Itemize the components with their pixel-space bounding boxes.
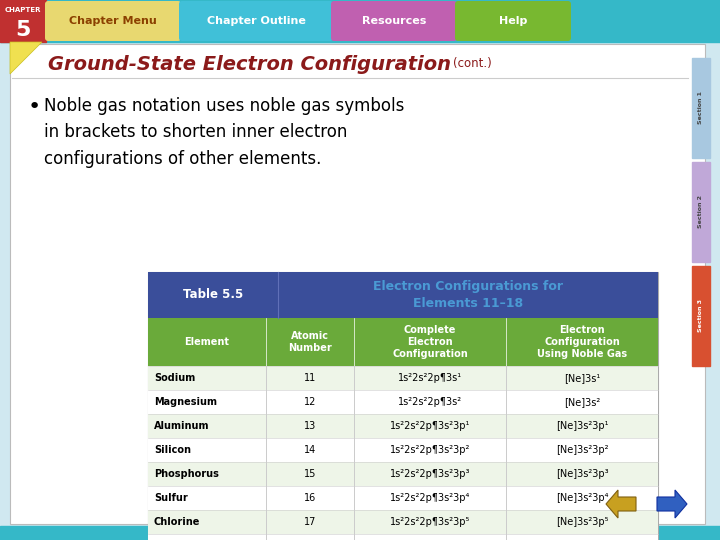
Text: Element: Element — [184, 337, 230, 347]
FancyBboxPatch shape — [179, 1, 333, 41]
Text: [Ne]3s²: [Ne]3s² — [564, 397, 600, 407]
Text: Chlorine: Chlorine — [154, 517, 200, 527]
Text: Section 1: Section 1 — [698, 91, 703, 125]
Text: 16: 16 — [304, 493, 316, 503]
Bar — [148, 510, 658, 534]
FancyBboxPatch shape — [455, 1, 571, 41]
FancyBboxPatch shape — [331, 1, 457, 41]
Bar — [148, 390, 658, 414]
Text: 5: 5 — [15, 20, 31, 40]
Bar — [148, 534, 658, 540]
Text: Chapter Menu: Chapter Menu — [69, 16, 157, 26]
Text: 1s²2s²2p¶3s²3p⁴: 1s²2s²2p¶3s²3p⁴ — [390, 493, 470, 503]
Bar — [148, 486, 658, 510]
Text: •: • — [28, 97, 41, 117]
Bar — [148, 318, 658, 366]
Bar — [10, 44, 705, 524]
Text: 1s²2s²2p¶3s²3p²: 1s²2s²2p¶3s²3p² — [390, 445, 470, 455]
Text: Section 2: Section 2 — [698, 195, 703, 228]
Text: Table 5.5: Table 5.5 — [183, 288, 243, 301]
Text: 13: 13 — [304, 421, 316, 431]
Bar — [0, 0, 46, 42]
Text: [Ne]3s²3p⁵: [Ne]3s²3p⁵ — [556, 517, 608, 527]
Polygon shape — [10, 42, 42, 74]
Bar — [148, 366, 658, 390]
Text: 14: 14 — [304, 445, 316, 455]
Text: 12: 12 — [304, 397, 316, 407]
Polygon shape — [606, 490, 636, 518]
Text: 11: 11 — [304, 373, 316, 383]
Text: 1s²2s²2p¶3s²3p¹: 1s²2s²2p¶3s²3p¹ — [390, 421, 470, 431]
Text: 1s²2s²2p¶3s²3p³: 1s²2s²2p¶3s²3p³ — [390, 469, 470, 479]
Text: 15: 15 — [304, 469, 316, 479]
Text: Aluminum: Aluminum — [154, 421, 210, 431]
Text: Help: Help — [499, 16, 527, 26]
Text: Electron Configurations for
Elements 11–18: Electron Configurations for Elements 11–… — [373, 280, 563, 310]
Text: Electron
Configuration
Using Noble Gas: Electron Configuration Using Noble Gas — [537, 325, 627, 359]
Text: [Ne]3s¹: [Ne]3s¹ — [564, 373, 600, 383]
Text: 1s²2s²2p¶3s²: 1s²2s²2p¶3s² — [398, 397, 462, 407]
Bar — [692, 162, 710, 262]
Text: 17: 17 — [304, 517, 316, 527]
Text: [Ne]3s²3p²: [Ne]3s²3p² — [556, 445, 608, 455]
Text: 1s²2s²2p¶3s¹: 1s²2s²2p¶3s¹ — [398, 373, 462, 383]
FancyBboxPatch shape — [45, 1, 181, 41]
Text: Complete
Electron
Configuration: Complete Electron Configuration — [392, 325, 468, 359]
Text: Phosphorus: Phosphorus — [154, 469, 219, 479]
Text: Silicon: Silicon — [154, 445, 191, 455]
Text: [Ne]3s²3p³: [Ne]3s²3p³ — [556, 469, 608, 479]
Text: Ground-State Electron Configuration: Ground-State Electron Configuration — [48, 55, 451, 73]
Bar — [0, 526, 720, 540]
Text: [Ne]3s²3p¹: [Ne]3s²3p¹ — [556, 421, 608, 431]
Text: (cont.): (cont.) — [453, 57, 492, 71]
Bar — [148, 272, 658, 318]
Text: Sulfur: Sulfur — [154, 493, 188, 503]
Bar — [148, 462, 658, 486]
Text: Resources: Resources — [362, 16, 426, 26]
Text: Chapter Outline: Chapter Outline — [207, 16, 305, 26]
Text: [Ne]3s²3p⁴: [Ne]3s²3p⁴ — [556, 493, 608, 503]
Text: 1s²2s²2p¶3s²3p⁵: 1s²2s²2p¶3s²3p⁵ — [390, 517, 470, 527]
Bar — [148, 438, 658, 462]
Text: Noble gas notation uses noble gas symbols
in brackets to shorten inner electron
: Noble gas notation uses noble gas symbol… — [44, 97, 405, 168]
Bar — [692, 58, 710, 158]
Bar — [148, 414, 658, 438]
Bar — [148, 272, 658, 540]
Text: Atomic
Number: Atomic Number — [288, 331, 332, 353]
Text: Section 3: Section 3 — [698, 300, 703, 333]
Text: Sodium: Sodium — [154, 373, 195, 383]
Text: CHAPTER: CHAPTER — [5, 7, 41, 13]
Bar — [0, 0, 720, 42]
Polygon shape — [657, 490, 687, 518]
Bar — [692, 266, 710, 366]
Text: Magnesium: Magnesium — [154, 397, 217, 407]
